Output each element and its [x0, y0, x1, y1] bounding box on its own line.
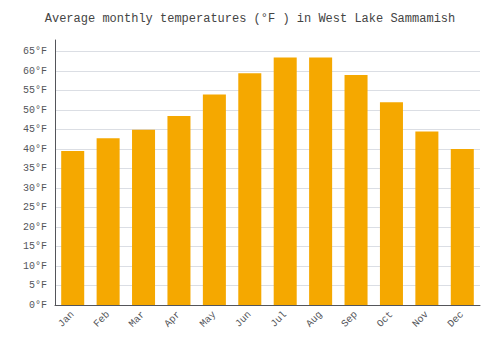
- svg-text:0°F: 0°F: [29, 300, 47, 311]
- svg-text:Jan: Jan: [56, 309, 76, 329]
- svg-text:5°F: 5°F: [29, 280, 47, 291]
- svg-text:Jun: Jun: [233, 309, 253, 329]
- svg-text:15°F: 15°F: [23, 241, 47, 252]
- svg-text:Mar: Mar: [127, 309, 147, 329]
- svg-text:20°F: 20°F: [23, 222, 47, 233]
- svg-text:Jul: Jul: [269, 309, 289, 329]
- svg-text:Oct: Oct: [375, 309, 395, 329]
- svg-text:50°F: 50°F: [23, 105, 47, 116]
- svg-text:Average monthly temperatures (: Average monthly temperatures (°F ) in We…: [45, 12, 455, 26]
- svg-text:35°F: 35°F: [23, 163, 47, 174]
- svg-text:Sep: Sep: [339, 309, 359, 329]
- svg-text:65°F: 65°F: [23, 46, 47, 57]
- svg-text:40°F: 40°F: [23, 144, 47, 155]
- svg-text:30°F: 30°F: [23, 183, 47, 194]
- svg-text:Dec: Dec: [446, 309, 466, 329]
- svg-text:Feb: Feb: [92, 309, 112, 329]
- svg-text:55°F: 55°F: [23, 85, 47, 96]
- svg-text:Nov: Nov: [410, 309, 430, 329]
- svg-text:Aug: Aug: [304, 309, 324, 329]
- svg-text:May: May: [198, 309, 218, 329]
- svg-text:10°F: 10°F: [23, 261, 47, 272]
- svg-text:25°F: 25°F: [23, 202, 47, 213]
- svg-text:60°F: 60°F: [23, 66, 47, 77]
- svg-text:Apr: Apr: [162, 309, 182, 329]
- svg-text:45°F: 45°F: [23, 124, 47, 135]
